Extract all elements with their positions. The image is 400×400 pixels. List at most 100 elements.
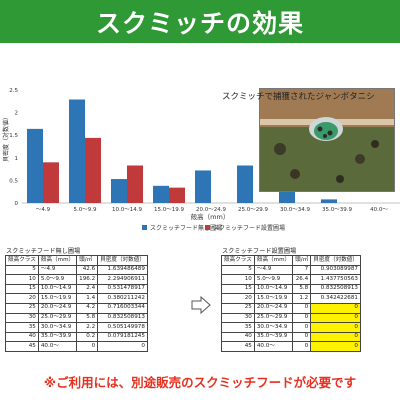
table-cell: 40.0～ (253, 341, 294, 352)
table-cell: 0.2 (76, 331, 99, 343)
table-cell: 20.0～24.9 (253, 302, 294, 314)
table-cell: 2.4 (76, 283, 99, 295)
table-cell: 0 (310, 331, 361, 343)
table-cell: 0.903089987 (310, 264, 361, 276)
legend-swatch-no-hood (142, 225, 147, 230)
col-header: 貝密度（対数値） (97, 255, 148, 266)
right-table-title: スクミッチフード設置圃場 (222, 248, 297, 255)
table-cell: 35 (5, 322, 39, 333)
table-row: 30 25.0～29.9 5.8 0.832508913 (5, 312, 148, 324)
usage-note: ※ご利用には、別途販売のスクミッチフードが必要です (43, 375, 357, 390)
table-cell: 45 (5, 341, 39, 352)
banner-title: スクミッチの効果 (95, 8, 304, 38)
table-row: 25 20.0～24.9 0 0 (221, 302, 361, 314)
table-cell: 0 (292, 322, 312, 333)
bar-hood-1 (85, 137, 101, 203)
table-cell: 4.2 (76, 302, 99, 314)
col-header: 貝密度（対数値） (310, 255, 361, 266)
table-cell: 40 (221, 331, 255, 343)
data-table-no-hood: 殻高クラス 殻高（mm） 頭/㎡ 貝密度（対数値） 5 ～4.9 42.6 1.639… (5, 255, 148, 352)
table-cell: 10.0～14.9 (37, 283, 78, 295)
bar-no-hood-2 (111, 179, 127, 203)
table-cell: 40.0～ (37, 341, 78, 352)
table-cell: 0.832508913 (97, 312, 148, 324)
table-cell: 35.0～39.9 (37, 331, 78, 343)
table-cell: 20.0～24.9 (37, 302, 78, 314)
y-axis-label: 貝密度（対数値） (2, 114, 10, 162)
table-cell: 30 (221, 312, 255, 324)
table-cell: 0 (292, 331, 312, 343)
table-cell: 10 (221, 274, 255, 285)
col-header: 殻高クラス (221, 255, 255, 266)
table-cell: 5.0～9.9 (253, 274, 294, 285)
table-cell: 0 (97, 341, 148, 352)
left-table-title: スクミッチフード無し圃場 (6, 248, 81, 255)
table-cell: 0 (310, 322, 361, 333)
table-cell: 0 (310, 341, 361, 352)
table-cell: 15.0～19.9 (253, 293, 294, 304)
table-cell: 5.8 (292, 283, 312, 295)
table-cell: 35.0～39.9 (253, 331, 294, 343)
table-cell: 20 (5, 293, 39, 304)
bar-no-hood-0 (27, 128, 43, 203)
table-cell: 35 (221, 322, 255, 333)
table-cell: 2.2 (76, 322, 99, 333)
x-tick-label: 20.0～24.9 (196, 207, 226, 213)
table-cell: 25.0～29.9 (37, 312, 78, 324)
table-cell: 0.342422681 (310, 293, 361, 304)
legend-label-hood: スクミッチフード設置圃場 (213, 224, 285, 232)
table-row: 35 30.0～34.9 2.2 0.505149978 (5, 322, 148, 333)
legend-swatch-hood (205, 225, 210, 230)
table-row: 5 ～4.9 7 0.903089987 (221, 264, 361, 276)
table-cell: 1.2 (292, 293, 312, 304)
table-row: 45 40.0～ 0 0 (221, 341, 361, 352)
bar-no-hood-3 (153, 185, 169, 203)
y-tick-label: 0.5 (9, 178, 18, 184)
table-row: 30 25.0～29.9 0 0 (221, 312, 361, 324)
table-cell: 5.8 (76, 312, 99, 324)
x-tick-label: 10.0～14.9 (112, 207, 142, 213)
y-tick-label: 1.5 (9, 133, 18, 139)
y-tick-label: 1 (15, 156, 19, 162)
table-cell: 1.437750563 (310, 274, 361, 285)
col-header: 殻高（mm） (253, 255, 294, 266)
bar-no-hood-5 (237, 165, 253, 203)
bar-no-hood-1 (69, 99, 85, 203)
col-header: 殻高（mm） (37, 255, 78, 266)
table-cell: 0 (310, 312, 361, 324)
bar-no-hood-4 (195, 170, 211, 203)
table-cell: 30.0～34.9 (37, 322, 78, 333)
bar-hood-0 (43, 162, 59, 203)
table-cell: 10 (5, 274, 39, 285)
x-tick-label: 15.0～19.9 (154, 207, 184, 213)
table-cell: 1.639486489 (97, 264, 148, 276)
table-cell: 10.0～14.9 (253, 283, 294, 295)
table-cell: 30 (5, 312, 39, 324)
table-row: 40 35.0～39.9 0 0 (221, 331, 361, 343)
legend-label-no-hood: スクミッチフード無し圃場 (150, 224, 222, 232)
bar-hood-2 (127, 165, 143, 203)
table-cell: 30.0～34.9 (253, 322, 294, 333)
table-cell: 45 (221, 341, 255, 352)
col-header: 頭/㎡ (292, 255, 312, 266)
table-cell: 25 (221, 302, 255, 314)
table-cell: 25.0～29.9 (253, 312, 294, 324)
bar-hood-3 (169, 187, 185, 203)
table-cell: 0.716003344 (97, 302, 148, 314)
table-cell: 2.294906911 (97, 274, 148, 285)
table-cell: 5.0～9.9 (37, 274, 78, 285)
table-cell: 0.531478917 (97, 283, 148, 295)
table-cell: 0.832508913 (310, 283, 361, 295)
table-row: 15 10.0～14.9 2.4 0.531478917 (5, 283, 148, 295)
col-header: 殻高クラス (5, 255, 39, 266)
table-row: 35 30.0～34.9 0 0 (221, 322, 361, 333)
y-tick-label: 0 (15, 201, 19, 207)
table-cell: 0 (76, 341, 99, 352)
table-cell: 0 (310, 302, 361, 314)
col-header: 頭/㎡ (76, 255, 99, 266)
photo-caption: スクミッチで捕獲されたジャンボタニシ (222, 92, 375, 102)
x-tick-label: 5.0～9.9 (74, 207, 97, 213)
table-cell: 0.079181245 (97, 331, 148, 343)
table-cell: 15.0～19.9 (37, 293, 78, 304)
photo-captured-snails (259, 88, 395, 192)
